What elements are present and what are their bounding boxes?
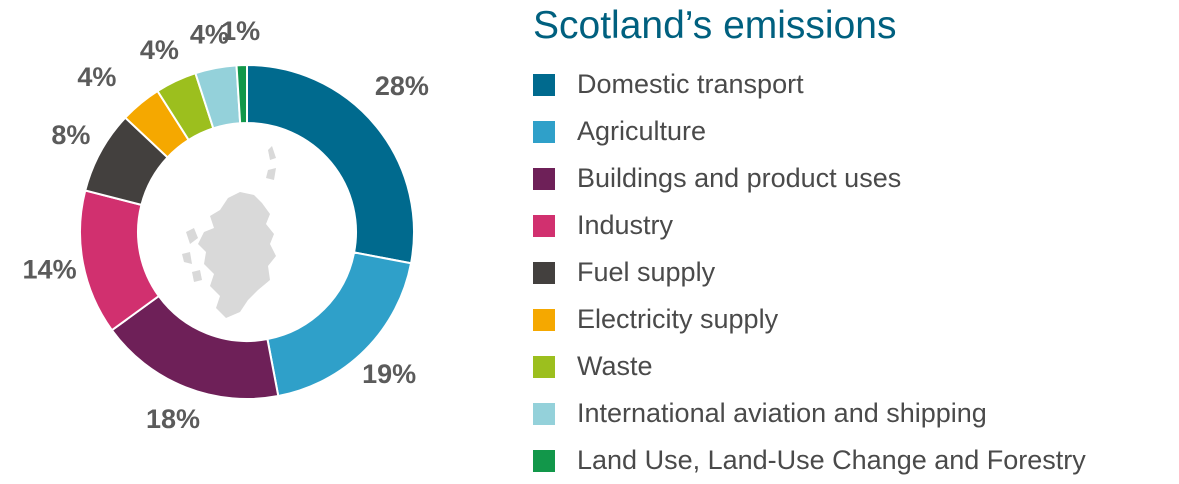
legend-label: Fuel supply (577, 257, 716, 287)
value-label: 19% (362, 359, 416, 389)
legend-swatch (533, 402, 555, 425)
value-label: 4% (77, 62, 116, 92)
legend-swatch (533, 73, 555, 96)
legend-swatch (533, 355, 555, 378)
value-labels: 28%19%18%14%8%4%4%4%1% (23, 16, 429, 434)
legend-swatch (533, 449, 555, 472)
legend-item: International aviation and shipping (533, 390, 1086, 437)
value-label: 18% (146, 404, 200, 434)
donut-chart: 28%19%18%14%8%4%4%4%1% (23, 16, 429, 434)
value-label: 8% (51, 120, 90, 150)
legend-label: Land Use, Land-Use Change and Forestry (577, 445, 1086, 475)
legend-label: Domestic transport (577, 69, 804, 99)
legend-label: International aviation and shipping (577, 398, 987, 428)
emissions-figure: 28% 19% 18% 14% 8% 4% 4% 4% 1% Scotland’s emissi… (23, 4, 1086, 475)
legend-swatch (533, 167, 555, 190)
legend-label: Agriculture (577, 116, 707, 146)
slices (79, 63, 415, 400)
value-label: 28% (375, 71, 429, 101)
legend-item: Waste (533, 343, 1086, 390)
chart-title: Scotland’s emissions (533, 4, 897, 47)
legend-swatch (533, 308, 555, 331)
legend-swatch (533, 214, 555, 237)
legend-item: Buildings and product uses (533, 155, 1086, 202)
donut-slice (246, 63, 415, 265)
legend: Domestic transport Agriculture Buildings a… (533, 61, 1086, 484)
legend-label: Waste (577, 351, 653, 381)
value-label: 14% (23, 255, 77, 285)
legend-item: Electricity supply (533, 296, 1086, 343)
legend-swatch (533, 120, 555, 143)
donut-slice (235, 63, 248, 125)
legend-item: Agriculture (533, 108, 1086, 155)
legend-item: Land Use, Land-Use Change and Forestry (533, 437, 1086, 484)
value-label: 1% (221, 16, 260, 46)
legend-label: Buildings and product uses (577, 163, 902, 193)
legend-item: Domestic transport (533, 61, 1086, 108)
scotland-map-icon (182, 146, 276, 318)
legend-label: Industry (577, 210, 674, 240)
value-label: 4% (190, 20, 229, 50)
value-label: 4% (140, 35, 179, 65)
legend-label: Electricity supply (577, 304, 779, 334)
legend-swatch (533, 261, 555, 284)
legend-item: Fuel supply (533, 249, 1086, 296)
legend-item: Industry (533, 202, 1086, 249)
